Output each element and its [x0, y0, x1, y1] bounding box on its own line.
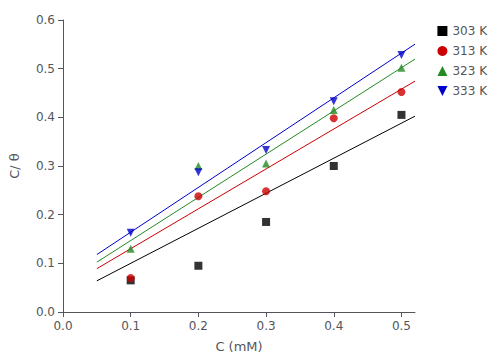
svg-text:0.0: 0.0 [53, 319, 72, 333]
svg-text:333 K: 333 K [452, 84, 488, 98]
svg-text:0.5: 0.5 [392, 319, 411, 333]
svg-text:0.3: 0.3 [36, 159, 55, 173]
svg-text:0.2: 0.2 [189, 319, 208, 333]
svg-text:C (mM): C (mM) [215, 339, 262, 354]
svg-text:323 K: 323 K [452, 64, 488, 78]
svg-text:0.4: 0.4 [324, 319, 343, 333]
svg-text:0.4: 0.4 [36, 110, 55, 124]
svg-text:0.2: 0.2 [36, 208, 55, 222]
svg-text:0.1: 0.1 [36, 256, 55, 270]
svg-text:0.3: 0.3 [257, 319, 276, 333]
svg-text:C/ θ: C/ θ [7, 153, 22, 179]
svg-text:313 K: 313 K [452, 44, 488, 58]
svg-text:0.1: 0.1 [121, 319, 140, 333]
svg-text:0.5: 0.5 [36, 62, 55, 76]
svg-text:0.0: 0.0 [36, 305, 55, 319]
svg-text:0.6: 0.6 [36, 13, 55, 27]
svg-text:303 K: 303 K [452, 24, 488, 38]
